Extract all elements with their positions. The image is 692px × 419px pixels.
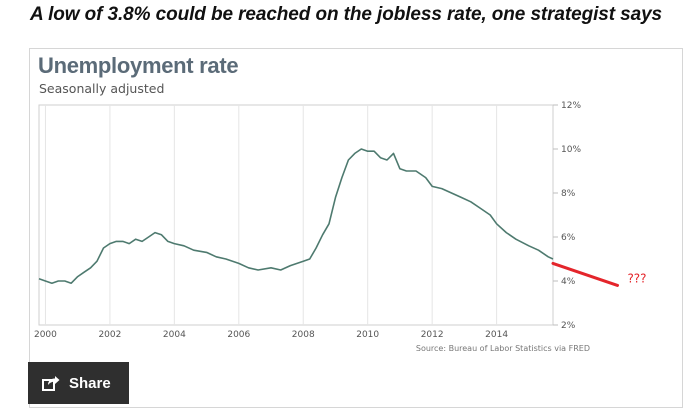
series-line-projection <box>551 261 619 287</box>
x-tick-label: 2000 <box>34 330 57 340</box>
x-tick-label: 2012 <box>421 330 444 340</box>
plot-frame <box>38 104 554 326</box>
headline: A low of 3.8% could be reached on the jo… <box>29 4 663 25</box>
x-tick-label: 2004 <box>163 330 186 340</box>
share-icon <box>42 376 60 391</box>
x-tick-label: 2008 <box>292 330 315 340</box>
annotation-question: ??? <box>627 271 646 285</box>
share-label: Share <box>69 374 111 392</box>
chart-subtitle: Seasonally adjusted <box>39 81 165 96</box>
x-tick-label: 2014 <box>485 330 508 340</box>
source-note: Source: Bureau of Labor Statistics via F… <box>416 344 590 353</box>
y-tick-label: 4% <box>561 277 576 287</box>
y-tick-label: 12% <box>561 101 581 111</box>
y-tick-label: 2% <box>561 321 576 331</box>
x-tick-label: 2002 <box>98 330 121 340</box>
y-tick-label: 6% <box>561 233 576 243</box>
x-tick-label: 2010 <box>356 330 379 340</box>
chart-title: Unemployment rate <box>38 53 239 78</box>
y-tick-label: 8% <box>561 189 576 199</box>
share-button[interactable]: Share <box>28 362 129 404</box>
chart-plot: 2000 2002 2004 2006 2008 2010 2012 2014 2% 4% 6% 8%… <box>34 101 647 353</box>
x-tick-label: 2006 <box>227 330 250 340</box>
chart-card: Unemployment rate Seasonally adjusted 20… <box>29 48 683 408</box>
series-line-unemployment <box>38 148 554 284</box>
y-tick-label: 10% <box>561 145 581 155</box>
